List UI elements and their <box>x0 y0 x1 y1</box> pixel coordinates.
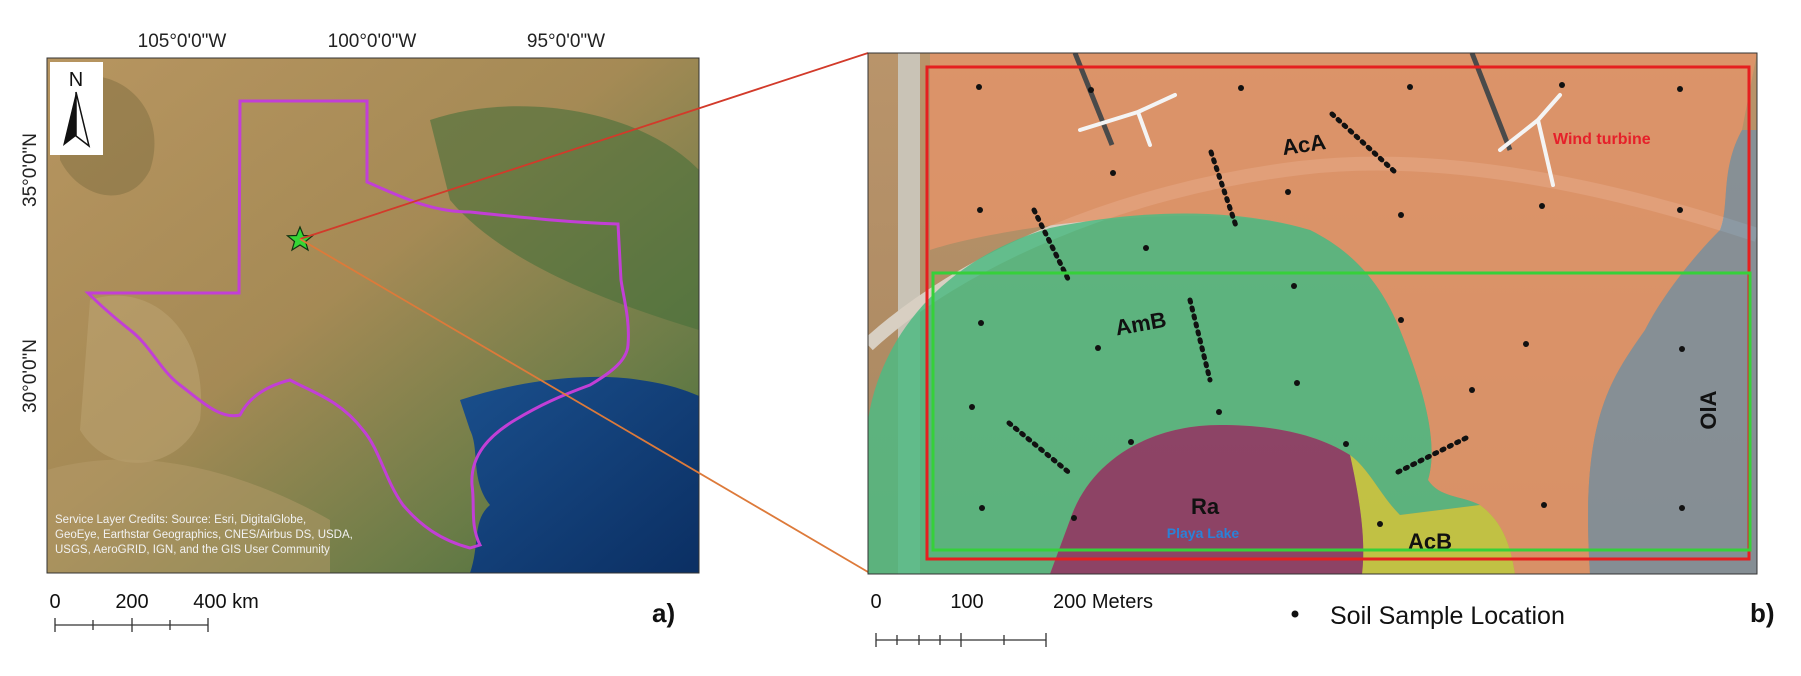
scale-label: 0 <box>870 591 881 613</box>
soil-sample-point <box>1377 521 1383 527</box>
soil-sample-point <box>1071 515 1077 521</box>
soil-label-ola: OlA <box>1696 390 1721 429</box>
connector-line <box>299 52 869 240</box>
north-arrow-icon: N <box>50 62 103 155</box>
wind-turbine-label: Wind turbine <box>1553 131 1651 148</box>
scale-bar-b: 0 100 200 Meters <box>870 591 1153 647</box>
soil-label-aca: AcA <box>1280 129 1327 160</box>
scale-label: 200 Meters <box>1053 591 1153 613</box>
map-credits: GeoEye, Earthstar Geographics, CNES/Airb… <box>55 529 353 541</box>
soil-sample-point <box>1469 387 1475 393</box>
north-label: N <box>69 69 83 91</box>
panel-label-b: b) <box>1750 598 1775 628</box>
scale-label: 200 <box>115 591 148 613</box>
soil-sample-point <box>1398 317 1404 323</box>
soil-sample-points <box>969 82 1685 527</box>
playa-lake-label: Playa Lake <box>1167 525 1240 541</box>
lat-label: 35°0'0"N <box>20 133 41 207</box>
lon-label: 105°0'0"W <box>138 31 227 52</box>
soil-sample-point <box>1398 212 1404 218</box>
soil-sample-point <box>969 404 975 410</box>
soil-sample-point <box>1285 189 1291 195</box>
soil-sample-point <box>1541 502 1547 508</box>
soil-unit-ola <box>1588 130 1757 574</box>
legend-point-icon <box>1291 610 1299 618</box>
scale-bar-a: 0 200 400 km <box>49 591 259 632</box>
panel-b: AcA AmB Ra Playa Lake AcB OlA Wind turbi… <box>867 52 1775 647</box>
soil-sample-point <box>1143 245 1149 251</box>
connector-line <box>299 238 869 573</box>
soil-sample-point <box>1294 380 1300 386</box>
soil-unit-ra <box>1050 425 1364 574</box>
map-credits: USGS, AeroGRID, IGN, and the GIS User Co… <box>55 544 330 556</box>
soil-sample-point <box>979 505 985 511</box>
scale-label: 100 <box>950 591 983 613</box>
soil-sample-point <box>1677 207 1683 213</box>
map-credits: Service Layer Credits: Source: Esri, Dig… <box>55 514 306 526</box>
sample-transects <box>1006 111 1473 478</box>
legend: Soil Sample Location <box>1291 602 1565 630</box>
panel-a: 105°0'0"W 100°0'0"W 95°0'0"W 35°0'0"N 30… <box>20 31 700 632</box>
soil-sample-point <box>1539 203 1545 209</box>
soil-sample-point <box>1679 346 1685 352</box>
soil-sample-point <box>976 84 982 90</box>
site-imagery: AcA AmB Ra Playa Lake AcB OlA Wind turbi… <box>868 53 1757 574</box>
soil-label-ra: Ra <box>1191 494 1220 519</box>
green-extent-frame <box>931 271 1752 552</box>
soil-sample-point <box>1128 439 1134 445</box>
soil-sample-point <box>1095 345 1101 351</box>
lon-label: 95°0'0"W <box>527 31 605 52</box>
legend-label: Soil Sample Location <box>1330 602 1565 630</box>
soil-sample-point <box>1343 441 1349 447</box>
lon-label: 100°0'0"W <box>328 31 417 52</box>
soil-sample-point <box>977 207 983 213</box>
soil-sample-point <box>1216 409 1222 415</box>
scale-label: 0 <box>49 591 60 613</box>
soil-sample-point <box>978 320 984 326</box>
texas-outline <box>84 99 630 550</box>
soil-sample-point <box>1559 82 1565 88</box>
soil-unit-acb <box>1350 455 1515 574</box>
lat-label: 30°0'0"N <box>20 339 41 413</box>
soil-sample-point <box>1291 283 1297 289</box>
soil-unit-aca <box>930 53 1757 574</box>
soil-sample-point <box>1679 505 1685 511</box>
panel-label-a: a) <box>652 598 675 628</box>
soil-sample-point <box>1088 87 1094 93</box>
soil-sample-point <box>1407 84 1413 90</box>
satellite-map: Service Layer Credits: Source: Esri, Dig… <box>47 58 699 573</box>
soil-sample-point <box>1238 85 1244 91</box>
soil-sample-point <box>1523 341 1529 347</box>
soil-sample-point <box>1110 170 1116 176</box>
soil-sample-point <box>1677 86 1683 92</box>
scale-label: 400 km <box>193 591 259 613</box>
soil-unit-amb <box>868 213 1480 574</box>
